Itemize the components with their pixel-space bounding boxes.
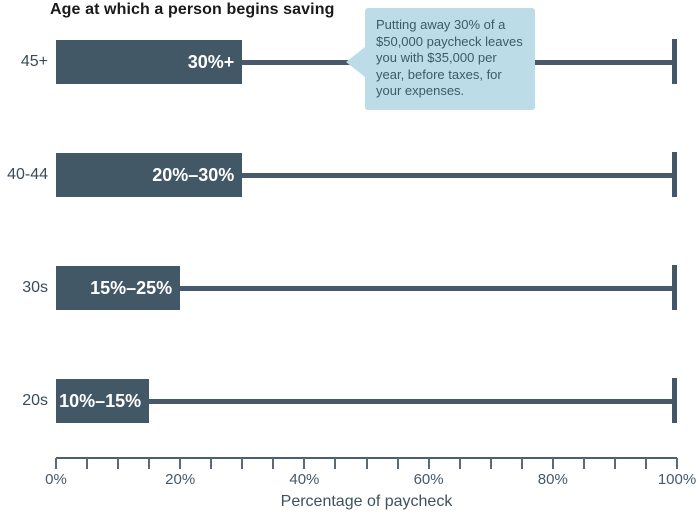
whisker-line: [149, 399, 672, 404]
x-axis-tick: [458, 458, 461, 469]
x-axis-tick: [582, 458, 585, 469]
x-axis-tick: [396, 458, 399, 469]
bar-value-label: 30%+: [187, 51, 235, 72]
x-axis-tick: [551, 458, 554, 469]
bar: 30%+: [56, 40, 243, 84]
x-axis-tick: [241, 458, 244, 469]
x-axis-tick: [272, 458, 275, 469]
x-axis-tick: [334, 458, 337, 469]
category-label: 20s: [22, 392, 48, 409]
annotation-callout: Putting away 30% of a $50,000 paycheck l…: [346, 8, 535, 110]
x-axis-tick-label: 20%: [165, 471, 196, 488]
x-axis-tick-label: 100%: [657, 471, 697, 488]
category-label: 40-44: [7, 166, 48, 183]
x-axis-tick-label: 60%: [413, 471, 444, 488]
x-axis-tick: [427, 458, 430, 469]
whisker-end-cap: [672, 152, 677, 197]
x-axis-tick: [365, 458, 368, 469]
x-axis-tick: [613, 458, 616, 469]
x-axis-tick: [86, 458, 89, 469]
whisker-line: [180, 286, 672, 291]
callout-text: Putting away 30% of a $50,000 paycheck l…: [376, 17, 523, 98]
bar-value-label: 10%–15%: [59, 390, 142, 411]
x-axis-tick: [179, 458, 182, 469]
bar-value-label: 20%–30%: [152, 164, 235, 185]
whisker-end-cap: [672, 378, 677, 423]
x-axis-tick: [489, 458, 492, 469]
x-axis-tick: [148, 458, 151, 469]
x-axis-tick: [520, 458, 523, 469]
x-axis-tick: [117, 458, 120, 469]
chart-title: Age at which a person begins saving: [50, 1, 335, 18]
x-axis-tick: [303, 458, 306, 469]
whisker-line: [242, 173, 672, 178]
x-axis-tick-label: 40%: [289, 471, 320, 488]
callout-arrow-left-icon: [346, 47, 365, 77]
x-axis-tick: [676, 458, 678, 469]
whisker-end-cap: [672, 265, 677, 310]
x-axis-tick-label: 80%: [537, 471, 568, 488]
bar: 10%–15%: [56, 379, 150, 423]
bar: 15%–25%: [56, 266, 181, 310]
category-label: 45+: [20, 53, 48, 70]
bar: 20%–30%: [56, 153, 243, 197]
x-axis-tick-label: 0%: [45, 471, 67, 488]
category-label: 30s: [22, 279, 48, 296]
bar-value-label: 15%–25%: [90, 277, 173, 298]
whisker-end-cap: [672, 39, 677, 84]
x-axis-tick: [55, 458, 57, 469]
x-axis-tick: [210, 458, 213, 469]
x-axis-title: Percentage of paycheck: [280, 493, 453, 510]
x-axis-tick: [644, 458, 647, 469]
